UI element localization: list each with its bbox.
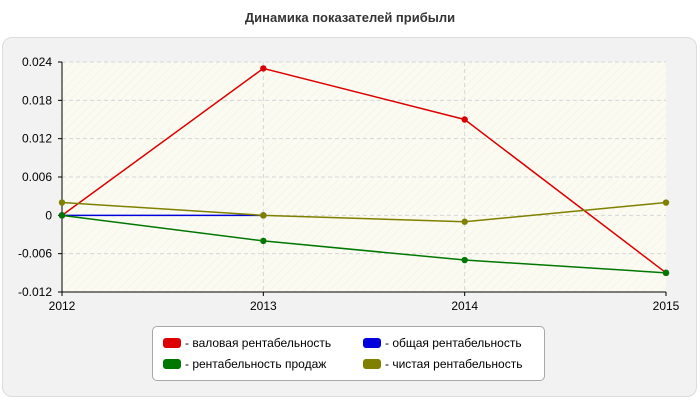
legend-item: - валовая рентабельность (163, 335, 363, 352)
chart-legend: - валовая рентабельность - общая рентабе… (152, 326, 545, 381)
data-point (58, 199, 66, 206)
data-point (662, 199, 670, 206)
x-tick-label: 2015 (653, 299, 680, 313)
data-point (461, 256, 468, 264)
x-tick-label: 2012 (49, 299, 76, 313)
y-tick-label: 0.018 (22, 93, 52, 107)
data-point (461, 116, 468, 123)
y-tick-label: 0.012 (22, 132, 52, 146)
series-line (61, 201, 667, 223)
chart-title: Динамика показателей прибыли (244, 10, 456, 25)
data-point (662, 269, 670, 277)
y-tick-label: -0.006 (18, 247, 52, 261)
y-tick-label: 0 (45, 208, 52, 222)
legend-label: - общая рентабельность (385, 336, 522, 351)
legend-label: - чистая рентабельность (385, 356, 523, 371)
data-point (58, 212, 66, 219)
legend-swatch (363, 338, 381, 349)
data-point (260, 65, 267, 72)
y-tick-label: 0.006 (22, 170, 52, 184)
legend-swatch (363, 358, 381, 369)
x-tick-label: 2014 (451, 299, 478, 313)
legend-item: - чистая рентабельность (363, 356, 543, 373)
legend-swatch (163, 358, 181, 369)
legend-label: - валовая рентабельность (185, 336, 332, 351)
legend-item: - рентабельность продаж (163, 356, 363, 373)
legend-swatch (163, 338, 181, 349)
y-tick-label: 0.024 (22, 55, 52, 69)
data-point (260, 237, 267, 245)
data-point (461, 218, 468, 225)
y-tick-label: -0.012 (18, 285, 52, 299)
series-line (61, 214, 667, 274)
x-tick-label: 2013 (250, 299, 277, 313)
series-line (61, 67, 667, 274)
legend-item: - общая рентабельность (363, 335, 543, 352)
data-point (260, 212, 267, 219)
legend-label: - рентабельность продаж (185, 356, 327, 371)
